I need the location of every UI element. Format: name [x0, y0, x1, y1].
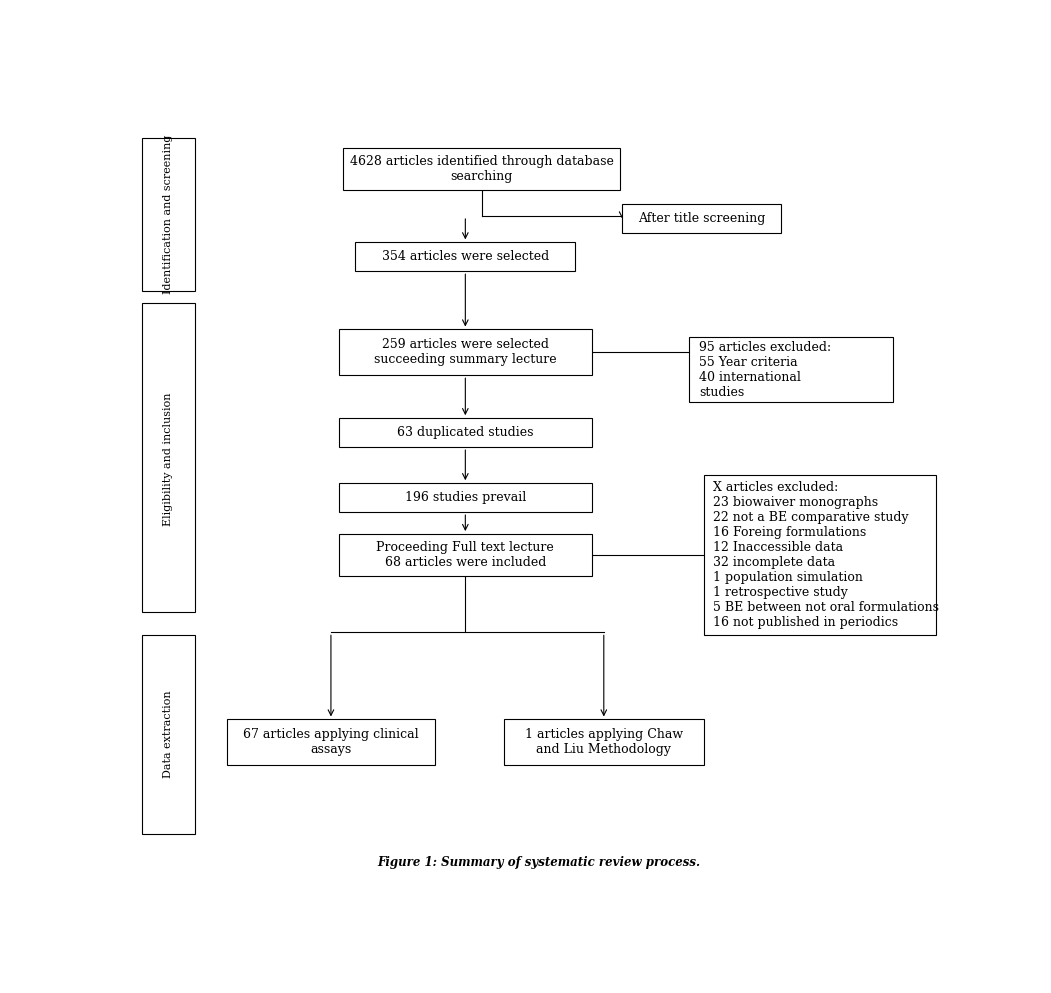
Text: Figure 1: Summary of systematic review process.: Figure 1: Summary of systematic review p… [377, 856, 700, 869]
FancyBboxPatch shape [142, 636, 194, 834]
Text: X articles excluded:
23 biowaiver monographs
22 not a BE comparative study
16 Fo: X articles excluded: 23 biowaiver monogr… [714, 481, 940, 629]
Text: 63 duplicated studies: 63 duplicated studies [397, 426, 534, 439]
Text: Eligibility and inclusion: Eligibility and inclusion [164, 392, 173, 526]
Text: Data extraction: Data extraction [164, 691, 173, 779]
Text: 259 articles were selected
succeeding summary lecture: 259 articles were selected succeeding su… [374, 339, 557, 366]
FancyBboxPatch shape [339, 418, 592, 447]
FancyBboxPatch shape [703, 475, 935, 636]
FancyBboxPatch shape [504, 719, 703, 766]
Text: 354 articles were selected: 354 articles were selected [382, 250, 549, 263]
Text: 67 articles applying clinical
assays: 67 articles applying clinical assays [243, 728, 418, 757]
FancyBboxPatch shape [142, 138, 194, 291]
Text: 95 articles excluded:
55 Year criteria
40 international
studies: 95 articles excluded: 55 Year criteria 4… [699, 341, 831, 399]
FancyBboxPatch shape [227, 719, 435, 766]
FancyBboxPatch shape [355, 242, 575, 271]
FancyBboxPatch shape [142, 303, 194, 613]
Text: Proceeding Full text lecture
68 articles were included: Proceeding Full text lecture 68 articles… [376, 541, 554, 569]
Text: 1 articles applying Chaw
and Liu Methodology: 1 articles applying Chaw and Liu Methodo… [524, 728, 683, 757]
Text: Identification and screening: Identification and screening [164, 135, 173, 294]
FancyBboxPatch shape [689, 338, 893, 402]
Text: 196 studies prevail: 196 studies prevail [405, 492, 526, 504]
Text: 4628 articles identified through database
searching: 4628 articles identified through databas… [350, 155, 614, 183]
FancyBboxPatch shape [339, 330, 592, 375]
Text: After title screening: After title screening [638, 213, 765, 225]
FancyBboxPatch shape [343, 148, 620, 190]
FancyBboxPatch shape [339, 534, 592, 576]
FancyBboxPatch shape [622, 204, 781, 233]
FancyBboxPatch shape [339, 484, 592, 512]
